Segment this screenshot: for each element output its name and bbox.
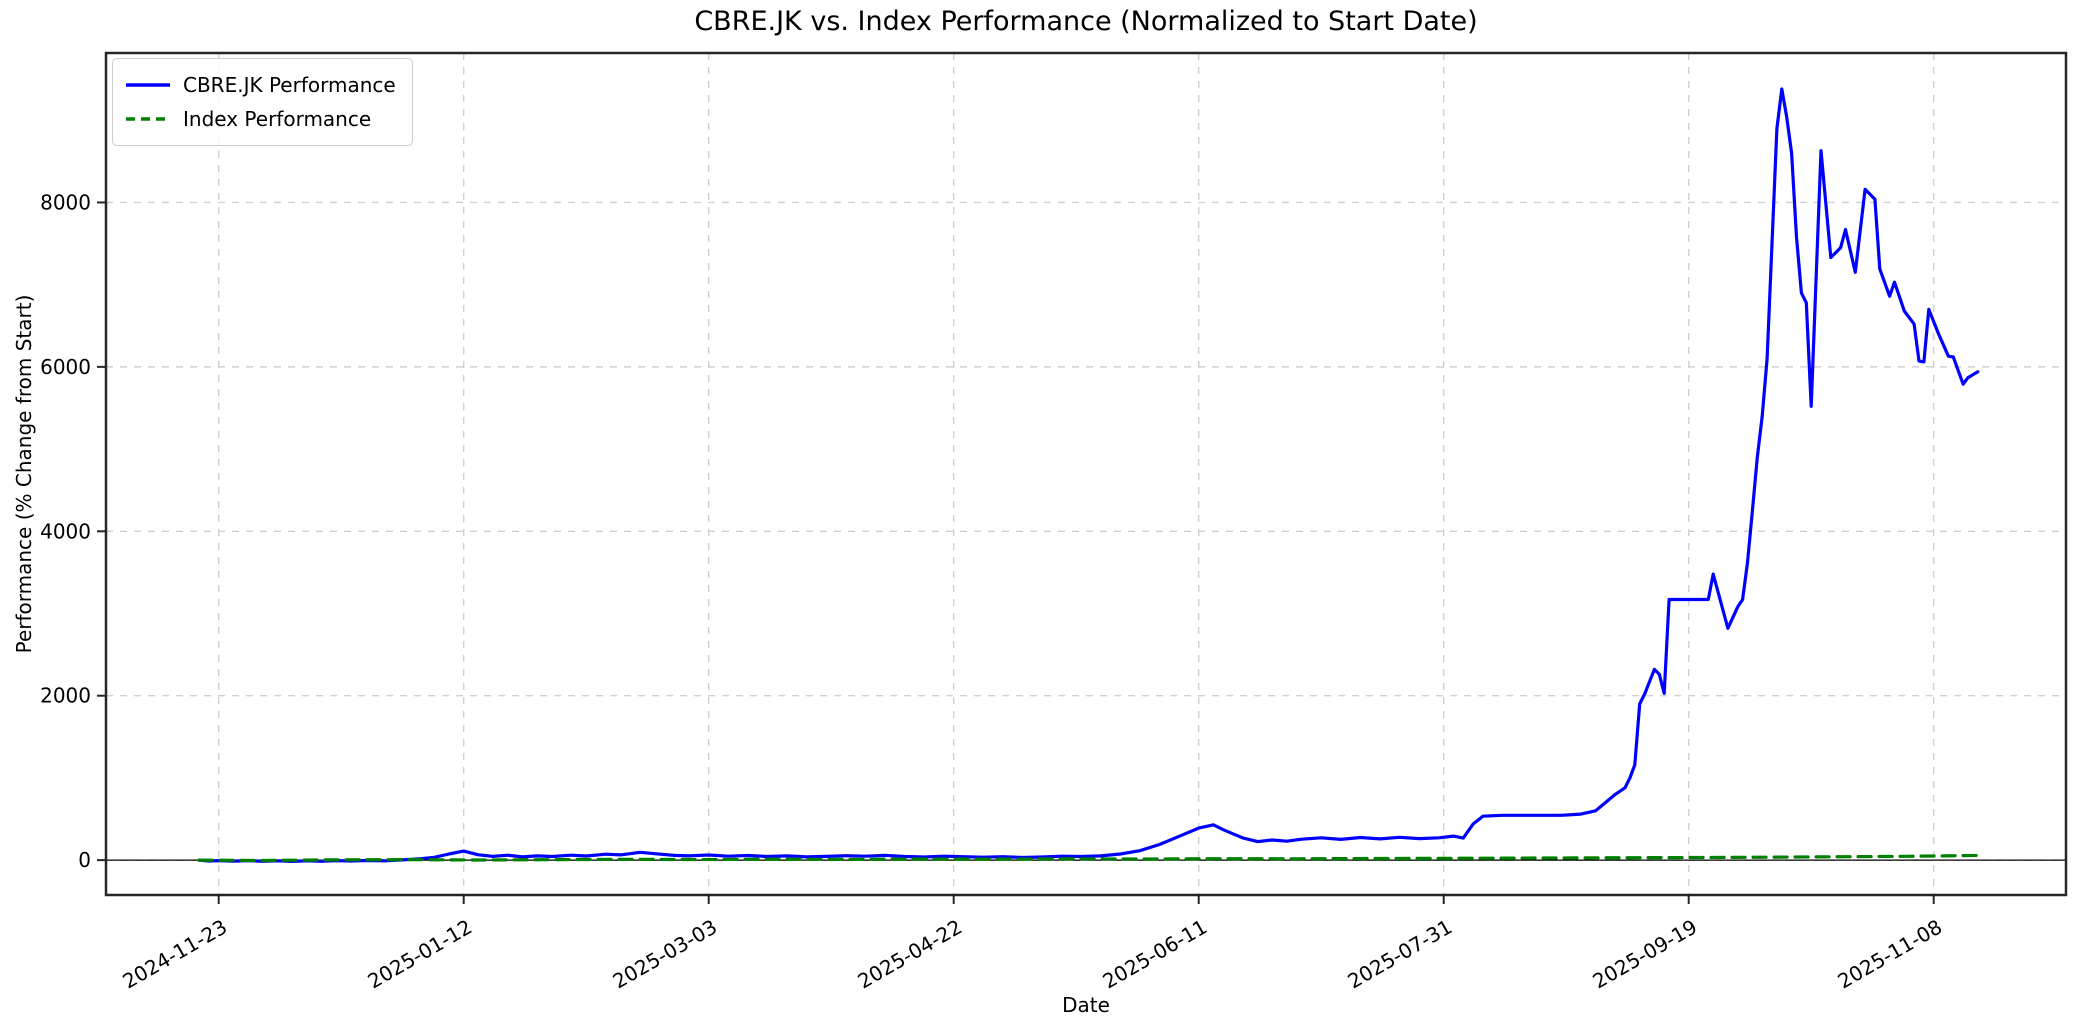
- y-axis-label: Performance (% Change from Start): [12, 294, 36, 654]
- legend-swatch-index-line: [126, 117, 170, 121]
- x-tick-label: 2024-11-23: [119, 915, 232, 994]
- y-tick-label: 8000: [40, 190, 91, 214]
- y-tick-label: 2000: [40, 684, 91, 708]
- x-tick-label: 2025-04-22: [854, 915, 967, 994]
- y-tick-label: 0: [78, 848, 91, 872]
- x-axis-label: Date: [1062, 993, 1110, 1017]
- x-tick-label: 2025-09-19: [1589, 915, 1702, 994]
- legend-item-index: Index Performance: [125, 102, 396, 136]
- legend: CBRE.JK Performance Index Performance: [112, 58, 413, 146]
- y-tick-label: 6000: [40, 355, 91, 379]
- plot-border: [104, 51, 2068, 897]
- x-tick-label: 2025-11-08: [1834, 915, 1947, 994]
- chart-title: CBRE.JK vs. Index Performance (Normalize…: [694, 6, 1478, 37]
- y-tick-label: 4000: [40, 519, 91, 543]
- legend-swatch-cbre-line: [126, 83, 170, 87]
- x-tick-label: 2025-03-03: [609, 915, 722, 994]
- x-tick-label: 2025-07-31: [1344, 915, 1457, 994]
- cbre-series-line: [197, 87, 1980, 864]
- x-tick-label: 2025-06-11: [1099, 915, 1212, 994]
- legend-label-index: Index Performance: [183, 107, 372, 131]
- index-series-line: [197, 853, 1980, 863]
- legend-label-cbre: CBRE.JK Performance: [183, 73, 396, 97]
- legend-item-cbre: CBRE.JK Performance: [125, 68, 396, 102]
- x-tick-label: 2025-01-12: [364, 915, 477, 994]
